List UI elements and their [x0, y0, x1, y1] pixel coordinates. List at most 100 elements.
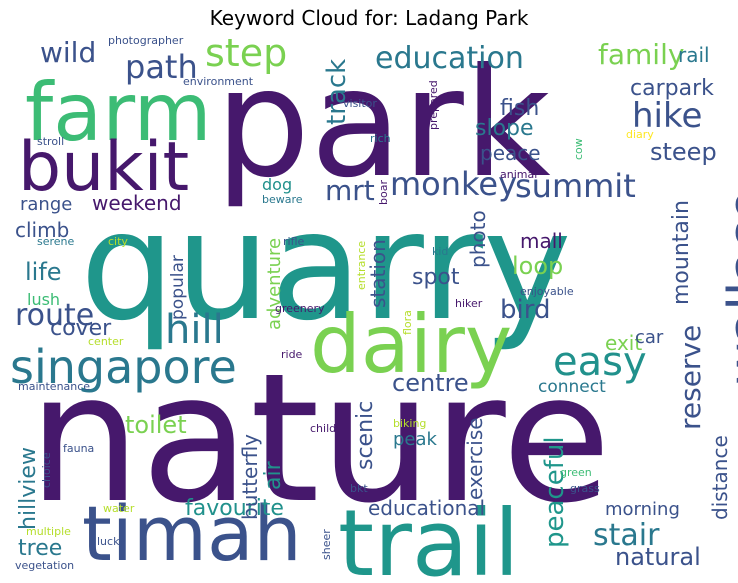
word-distance: distance: [708, 435, 732, 520]
word-step: step: [205, 31, 287, 75]
word-grass: grass: [570, 482, 600, 495]
word-morning: morning: [605, 499, 680, 520]
word-animal: animal: [500, 168, 537, 181]
word-connect: connect: [538, 377, 606, 397]
word-dairy: dairy: [310, 298, 512, 391]
word-scenic: scenic: [353, 401, 378, 470]
word-green: green: [560, 466, 592, 479]
word-park: park: [215, 37, 551, 211]
word-bukit: bukit: [18, 128, 189, 207]
word-bkt: bkt: [350, 482, 368, 495]
word-path: path: [125, 48, 198, 86]
word-rifle: rifle: [283, 235, 305, 248]
word-rail: rail: [678, 43, 710, 67]
word-vegetation: vegetation: [15, 559, 74, 572]
word-family: family: [598, 38, 684, 71]
word-hike: hike: [632, 96, 702, 136]
word-steep: steep: [650, 138, 717, 166]
word-bird: bird: [500, 295, 550, 325]
word-hiker: hiker: [455, 297, 483, 310]
word-track: track: [322, 59, 352, 125]
word-photo: photo: [466, 210, 490, 268]
word-stroll: stroll: [37, 135, 64, 148]
word-visitor: visitor: [343, 97, 377, 110]
word-loop: loop: [512, 252, 563, 280]
word-stair: stair: [593, 518, 660, 553]
word-timah: timah: [82, 489, 302, 578]
word-entrance: entrance: [355, 241, 368, 290]
word-mrt: mrt: [325, 174, 375, 207]
word-beware: beware: [262, 193, 303, 206]
word-enjoyable: enjoyable: [520, 285, 574, 298]
word-environment: environment: [183, 75, 254, 88]
word-cover: cover: [50, 316, 112, 341]
word-hill: hill: [165, 307, 224, 353]
word-adventure: adventure: [264, 238, 285, 330]
word-education: education: [375, 41, 524, 76]
word-mountain: mountain: [669, 200, 694, 305]
word-photographer: photographer: [108, 34, 184, 47]
word-reserve: reserve: [674, 325, 707, 430]
word-fauna: fauna: [63, 442, 94, 455]
word-ride: ride: [281, 348, 303, 361]
word-rich: rich: [370, 132, 391, 145]
word-farm: farm: [25, 66, 212, 159]
word-city: city: [108, 235, 128, 248]
word-child: child: [310, 422, 336, 435]
word-lush: lush: [27, 290, 60, 309]
word-exit: exit: [605, 331, 642, 355]
word-tree: tree: [18, 536, 62, 561]
word-toilet: toilet: [125, 411, 187, 439]
word-station: station: [366, 239, 390, 308]
word-nature: nature: [28, 335, 611, 542]
word-weekend: weekend: [92, 191, 182, 215]
word-life: life: [25, 258, 62, 286]
word-multiple: multiple: [26, 525, 71, 538]
word-car: car: [635, 327, 664, 348]
word-air: air: [261, 460, 286, 490]
word-lucky: lucky: [97, 535, 126, 548]
word-peaceful: peaceful: [540, 436, 570, 548]
word-easy: easy: [553, 339, 647, 385]
word-greenery: greenery: [275, 302, 325, 315]
word-serene: serene: [37, 235, 75, 248]
word-favourite: favourite: [185, 496, 284, 521]
word-water: water: [103, 502, 135, 515]
word-singapore: singapore: [10, 340, 237, 394]
word-trail: trail: [338, 490, 519, 583]
word-boar: boar: [377, 180, 390, 205]
word-choice: choice: [40, 452, 53, 488]
word-popular: popular: [168, 255, 188, 320]
word-fish: fish: [500, 96, 539, 121]
word-climb: climb: [15, 218, 69, 242]
word-prepared: prepared: [427, 80, 440, 130]
chart-title: Keyword Cloud for: Ladang Park: [209, 6, 529, 30]
word-exercise: exercise: [463, 417, 487, 500]
word-butterfly: butterfly: [238, 434, 262, 520]
word-summit: summit: [515, 167, 636, 205]
word-maintenance: maintenance: [18, 380, 90, 393]
word-wallace: wallace: [718, 189, 738, 385]
word-dog: dog: [262, 175, 292, 194]
word-hillview: hillview: [16, 447, 41, 530]
word-kid: kid: [432, 245, 448, 258]
word-carpark: carpark: [630, 76, 714, 101]
word-range: range: [20, 194, 72, 215]
word-cow: cow: [572, 138, 585, 160]
word-monkey: monkey: [390, 165, 517, 203]
word-spot: spot: [412, 265, 460, 290]
word-slope: slope: [475, 116, 534, 141]
word-sheer: sheer: [320, 529, 333, 560]
word-diary: diary: [626, 128, 654, 141]
word-biking: biking: [393, 417, 426, 430]
word-peace: peace: [480, 141, 541, 165]
word-wild: wild: [40, 36, 96, 69]
word-mall: mall: [520, 229, 563, 253]
word-peak: peak: [393, 429, 438, 450]
word-natural: natural: [615, 543, 701, 571]
word-route: route: [15, 298, 94, 333]
word-center: center: [88, 335, 124, 348]
word-flora: flora: [401, 310, 414, 335]
word-quarry: quarry: [80, 180, 572, 354]
